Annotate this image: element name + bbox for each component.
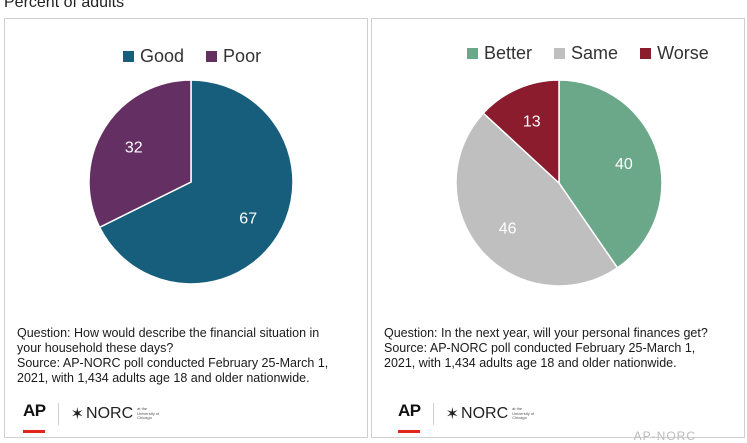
- norc-logo: ✶ NORC at the University of Chicago: [70, 405, 160, 423]
- legend-swatch-poor: [206, 51, 218, 62]
- legend-item-same: Same: [554, 43, 618, 64]
- legend-item-poor: Poor: [206, 46, 261, 67]
- legend-label-good: Good: [140, 46, 185, 66]
- norc-star-icon: ✶: [445, 406, 460, 423]
- legend-label-same: Same: [571, 43, 619, 63]
- legend-item-better: Better: [467, 43, 532, 64]
- logos-right: AP ✶ NORC at the University of Chicago: [398, 401, 535, 433]
- legend-label-worse: Worse: [657, 43, 709, 63]
- pie-chart-personal-finances: 40 46 13: [455, 79, 663, 287]
- data-label-better: 40: [615, 156, 633, 173]
- legend-swatch-good: [123, 51, 134, 62]
- legend-item-good: Good: [123, 46, 184, 67]
- source-line-1: Source: AP-NORC poll conducted February …: [384, 341, 696, 355]
- pie-slice-poor: [88, 79, 192, 229]
- logo-divider: [432, 403, 434, 425]
- chart-panel-left: Good Poor 67 32 Question: How would descr…: [4, 18, 368, 438]
- data-label-same: 46: [499, 221, 517, 238]
- legend-swatch-worse: [640, 48, 652, 59]
- legend-label-poor: Poor: [223, 46, 262, 66]
- norc-star-icon: ✶: [70, 406, 85, 423]
- data-label-worse: 13: [523, 114, 541, 131]
- chart-panel-right: Better Same Worse 40 46 13 Question: In th…: [371, 18, 745, 443]
- pie-slice-good: [98, 79, 294, 285]
- logo-divider: [57, 403, 59, 425]
- data-label-poor: 32: [125, 140, 143, 157]
- legend-left: Good Poor: [123, 46, 261, 67]
- question-line-1: Question: In the next year, will your pe…: [384, 326, 708, 340]
- pie-slice-same: [455, 112, 619, 287]
- legend-label-better: Better: [484, 43, 533, 63]
- watermark: AP-NORC: [633, 429, 696, 443]
- legend-swatch-better: [467, 48, 478, 59]
- data-label-good: 67: [239, 210, 257, 227]
- pie-chart-financial-situation: 67 32: [88, 79, 294, 285]
- chart-subtitle: Percent of adults: [4, 0, 125, 11]
- legend-right: Better Same Worse: [467, 43, 709, 64]
- norc-logo: ✶ NORC at the University of Chicago: [445, 405, 535, 423]
- caption-right: Question: In the next year, will your pe…: [384, 326, 708, 371]
- ap-logo: AP: [398, 401, 421, 433]
- source-line-1: Source: AP-NORC poll conducted February …: [17, 356, 329, 370]
- logos-left: AP ✶ NORC at the University of Chicago: [23, 401, 160, 433]
- source-line-2: 2021, with 1,434 adults age 18 and older…: [17, 371, 310, 385]
- pie-slice-better: [558, 79, 663, 269]
- legend-item-worse: Worse: [640, 43, 709, 64]
- question-line-2: your household these days?: [17, 341, 174, 355]
- ap-logo: AP: [23, 401, 46, 433]
- question-line-1: Question: How would describe the financi…: [17, 326, 320, 340]
- legend-swatch-same: [554, 48, 566, 59]
- caption-left: Question: How would describe the financi…: [17, 326, 328, 386]
- pie-slice-worse: [482, 79, 560, 185]
- source-line-2: 2021, with 1,434 adults age 18 and older…: [384, 356, 677, 370]
